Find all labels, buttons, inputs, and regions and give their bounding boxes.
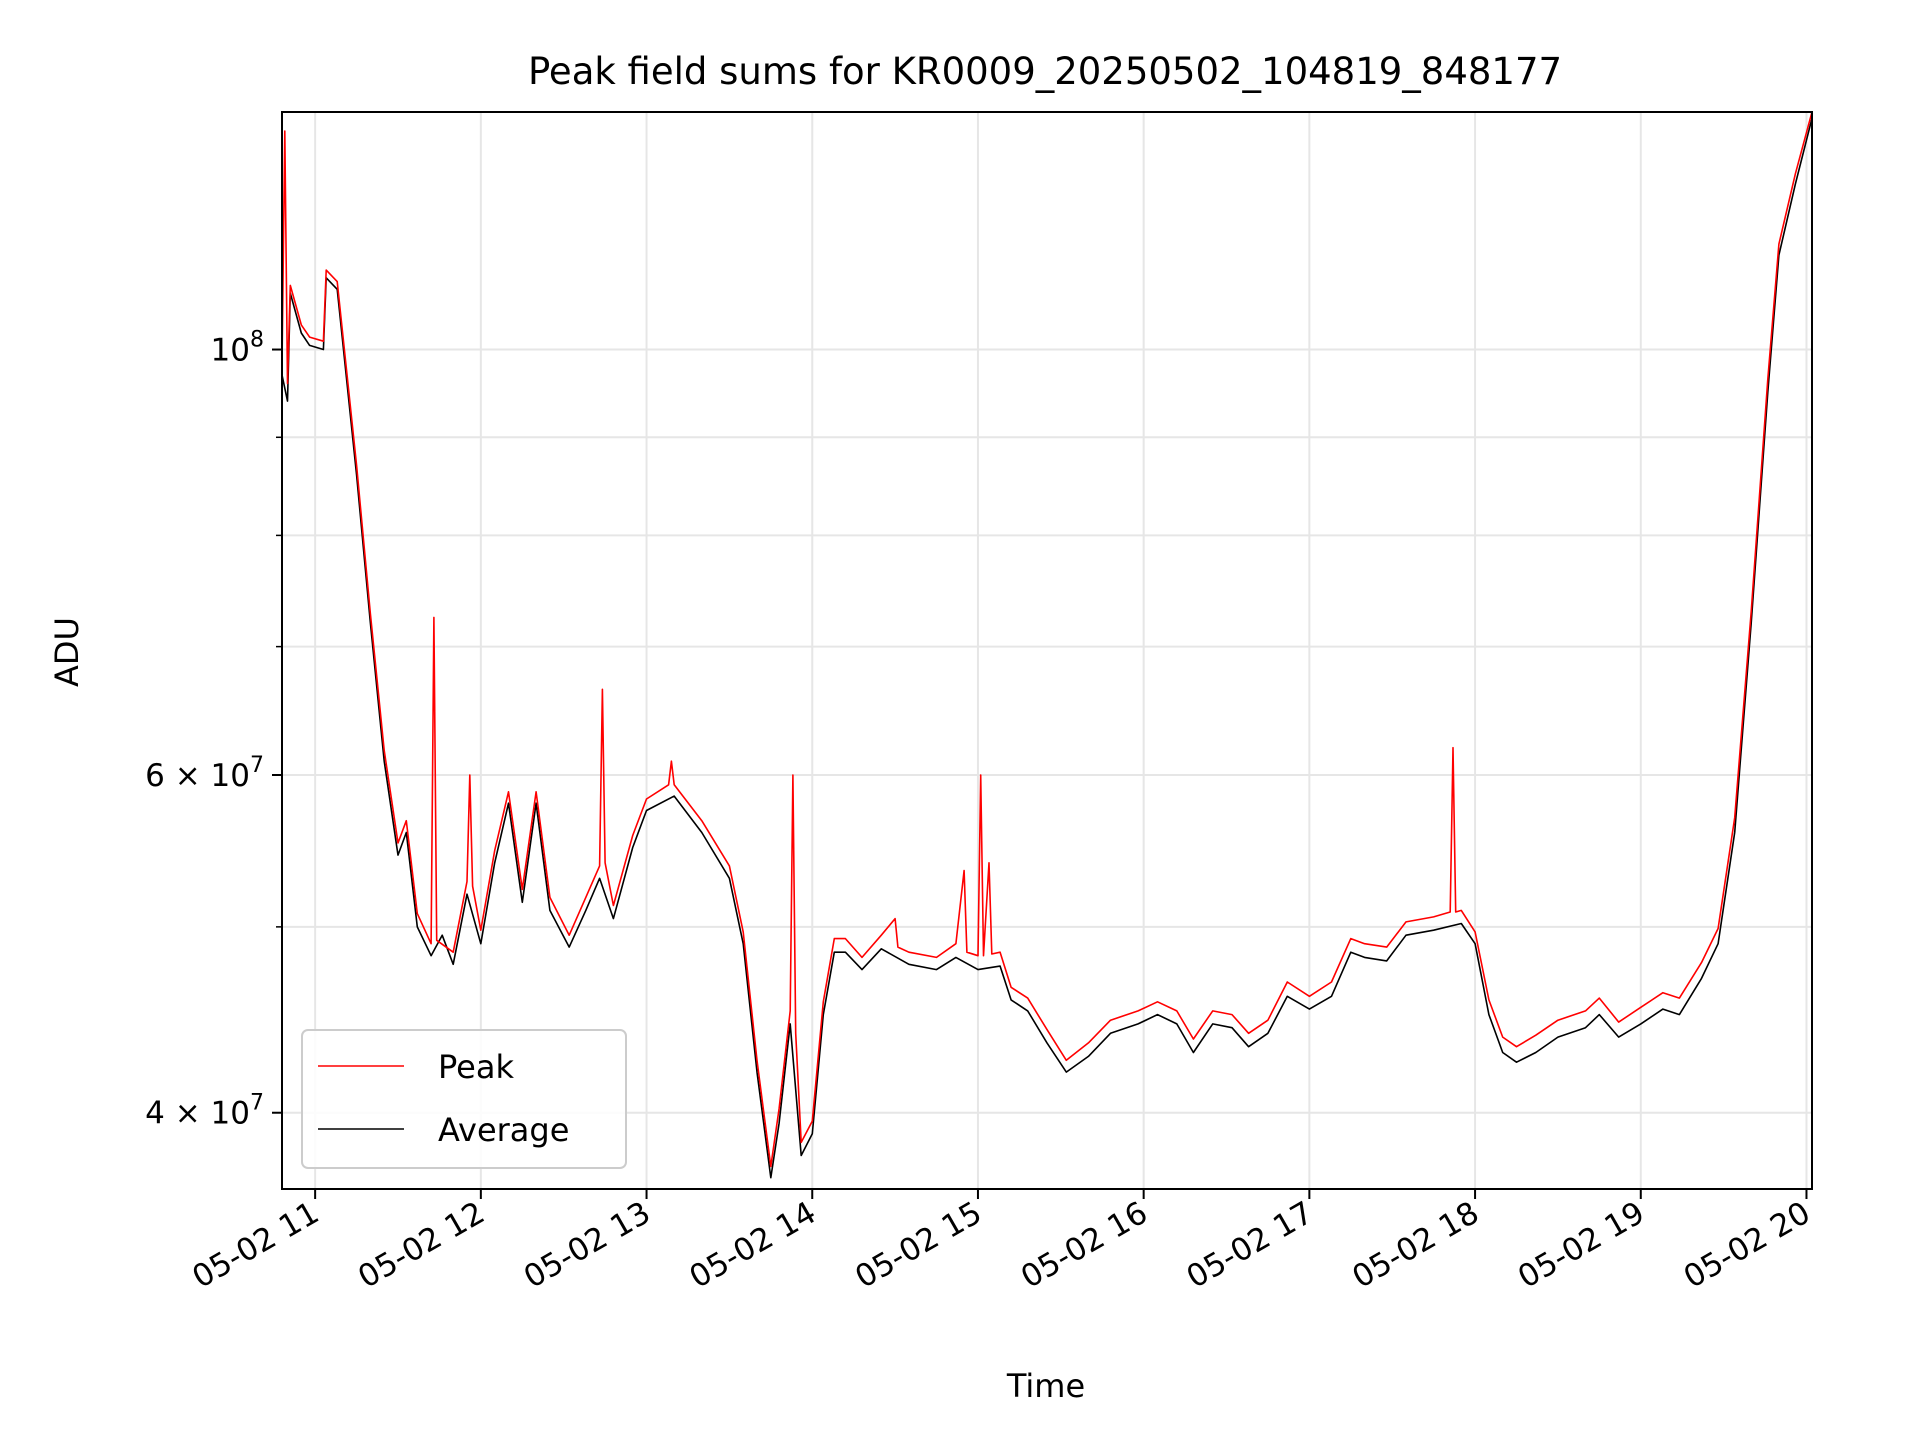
y-axis-ticks: 4 × 107 6 × 107 108 [145, 328, 282, 1132]
legend: Peak Average [301, 1029, 627, 1169]
y-tick-label-2: 108 [211, 328, 264, 369]
chart-title: Peak field sums for KR0009_20250502_1048… [528, 50, 1562, 93]
legend-peak-label: Peak [438, 1048, 514, 1086]
series-layer [281, 111, 1813, 1179]
y-axis-label: ADU [48, 617, 86, 687]
legend-box [301, 1029, 627, 1169]
plot-frame [281, 111, 1813, 1190]
series-line-peak [281, 111, 1813, 1168]
y-tick-label-0: 4 × 107 [145, 1091, 264, 1132]
y-tick-label-1: 6 × 107 [145, 753, 264, 794]
legend-average-label: Average [438, 1111, 569, 1149]
grid [282, 112, 1812, 1189]
x-axis-label: Time [1006, 1367, 1085, 1405]
series-line-average [281, 118, 1813, 1179]
